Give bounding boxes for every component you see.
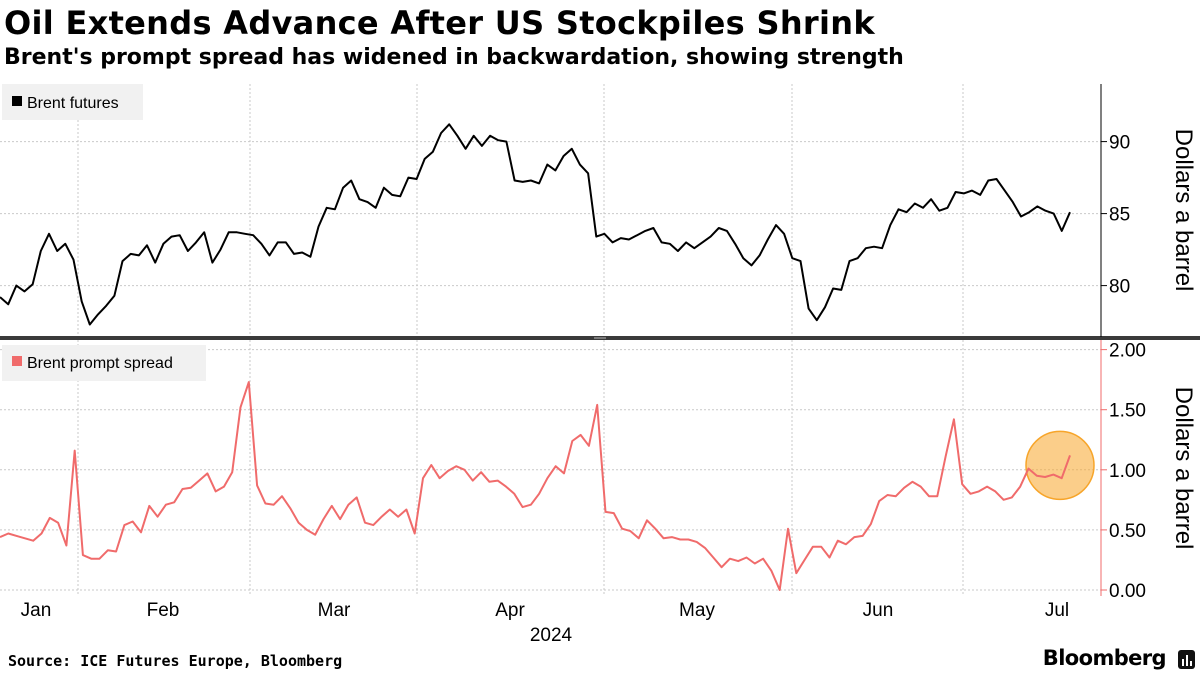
brent-prompt-spread-line	[0, 381, 1071, 591]
bottom-y-ticks: 0.00 0.50 1.00 1.50 2.00	[1101, 341, 1146, 602]
top-y-ticks: 80 85 90	[1101, 133, 1130, 298]
y-tick-label: 85	[1109, 205, 1130, 226]
x-tick-label-may: May	[679, 600, 715, 621]
x-tick-label-jun: Jun	[863, 600, 894, 621]
top-y-axis-title: Dollars a barrel	[1170, 129, 1197, 292]
highlight-circle	[1025, 430, 1095, 501]
x-tick-label-jul: Jul	[1045, 600, 1069, 621]
y-tick-label: 80	[1109, 277, 1130, 298]
series-layer	[0, 123, 1071, 591]
legend-brent-prompt-spread: Brent prompt spread	[27, 355, 173, 372]
bottom-y-axis-title: Dollars a barrel	[1170, 387, 1197, 550]
bloomberg-terminal-icon	[1178, 650, 1195, 669]
chart-subtitle: Brent's prompt spread has widened in bac…	[4, 45, 904, 70]
y-tick-label: 2.00	[1109, 341, 1146, 362]
x-axis: Jan Feb Mar Apr May Jun Jul	[21, 600, 1069, 621]
legend-brent-futures-bg	[2, 84, 143, 120]
source-note: Source: ICE Futures Europe, Bloomberg	[8, 652, 343, 670]
y-tick-label: 1.50	[1109, 401, 1146, 422]
brent-futures-line	[0, 123, 1071, 326]
legend-prompt-spread-bg	[2, 345, 206, 381]
legend-brent-futures: Brent futures	[27, 95, 119, 112]
legend-swatch-prompt-spread	[12, 356, 22, 366]
x-tick-label-feb: Feb	[147, 600, 180, 621]
bloomberg-logo: Bloomberg	[1042, 646, 1167, 670]
x-tick-label-mar: Mar	[318, 600, 351, 621]
y-tick-label: 1.00	[1109, 461, 1146, 482]
y-tick-label: 0.00	[1109, 581, 1146, 602]
y-tick-label: 0.50	[1109, 521, 1146, 542]
legend-swatch-brent-futures	[12, 96, 22, 106]
y-tick-label: 90	[1109, 133, 1130, 154]
x-axis-year: 2024	[530, 625, 573, 646]
x-tick-label-jan: Jan	[21, 600, 52, 621]
x-tick-label-apr: Apr	[495, 600, 525, 621]
chart-title: Oil Extends Advance After US Stockpiles …	[4, 4, 875, 42]
grid-layer	[0, 84, 1101, 596]
